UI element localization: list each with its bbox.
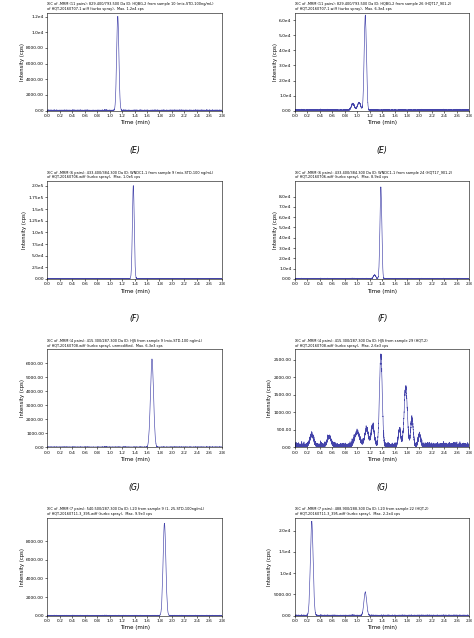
X-axis label: Time (min): Time (min) — [119, 120, 150, 125]
Text: (E): (E) — [129, 146, 140, 155]
Text: XIC of -MRM (11 pairs): 829.400/793.500 Da ID: HQBG-2 from sample 10 (mix-STD-10: XIC of -MRM (11 pairs): 829.400/793.500 … — [47, 3, 214, 11]
Text: (F): (F) — [377, 315, 387, 323]
Text: (E): (E) — [377, 146, 388, 155]
Y-axis label: Intensity (cps): Intensity (cps) — [22, 211, 27, 249]
Text: XIC of -MRM (7 pairs): 488.900/288.300 Da ID: I-20 from sample 22 (HQT-2)
of HQT: XIC of -MRM (7 pairs): 488.900/288.300 D… — [295, 507, 428, 516]
Text: XIC of -MRM (7 pairs): 540.500/287.300 Da ID: I-20 from sample 9 (1, 25-STD-100n: XIC of -MRM (7 pairs): 540.500/287.300 D… — [47, 507, 204, 516]
Text: XIC of -MRM (4 pairs): 415.300/287.300 Da ID: HJS from sample 9 (mix-STD-100 ng/: XIC of -MRM (4 pairs): 415.300/287.300 D… — [47, 339, 202, 348]
Y-axis label: Intensity (cps): Intensity (cps) — [19, 380, 25, 417]
X-axis label: Time (min): Time (min) — [367, 120, 397, 125]
X-axis label: Time (min): Time (min) — [119, 625, 150, 630]
Text: (G): (G) — [128, 482, 140, 491]
Text: XIC of -MRM (4 pairs): 415.300/287.300 Da ID: HJS from sample 29 (HQT-2)
of HQT-: XIC of -MRM (4 pairs): 415.300/287.300 D… — [295, 339, 428, 348]
Text: (G): (G) — [376, 482, 388, 491]
Y-axis label: Intensity (cps): Intensity (cps) — [267, 380, 272, 417]
Y-axis label: Intensity (cps): Intensity (cps) — [273, 211, 278, 249]
Y-axis label: Intensity (cps): Intensity (cps) — [19, 43, 25, 80]
Text: XIC of -MRM (6 pairs): 433.400/384.300 Da ID: WNDC1-1 from sample 24 (HQT17_901-: XIC of -MRM (6 pairs): 433.400/384.300 D… — [295, 171, 452, 179]
Y-axis label: Intensity (cps): Intensity (cps) — [19, 548, 25, 586]
Text: XIC of -MRM (11 pairs): 829.400/793.500 Da ID: HQBG-2 from sample 26 (HQT17_901-: XIC of -MRM (11 pairs): 829.400/793.500 … — [295, 3, 451, 11]
X-axis label: Time (min): Time (min) — [119, 288, 150, 293]
X-axis label: Time (min): Time (min) — [367, 625, 397, 630]
X-axis label: Time (min): Time (min) — [367, 457, 397, 462]
Text: (F): (F) — [129, 315, 140, 323]
X-axis label: Time (min): Time (min) — [119, 457, 150, 462]
X-axis label: Time (min): Time (min) — [367, 288, 397, 293]
Y-axis label: Intensity (cps): Intensity (cps) — [267, 548, 272, 586]
Text: XIC of -MRM (6 pairs): 433.400/384.300 Da ID: WNDC1-1 from sample 9 (mix-STD-100: XIC of -MRM (6 pairs): 433.400/384.300 D… — [47, 171, 214, 179]
Y-axis label: Intensity (cps): Intensity (cps) — [273, 43, 278, 80]
